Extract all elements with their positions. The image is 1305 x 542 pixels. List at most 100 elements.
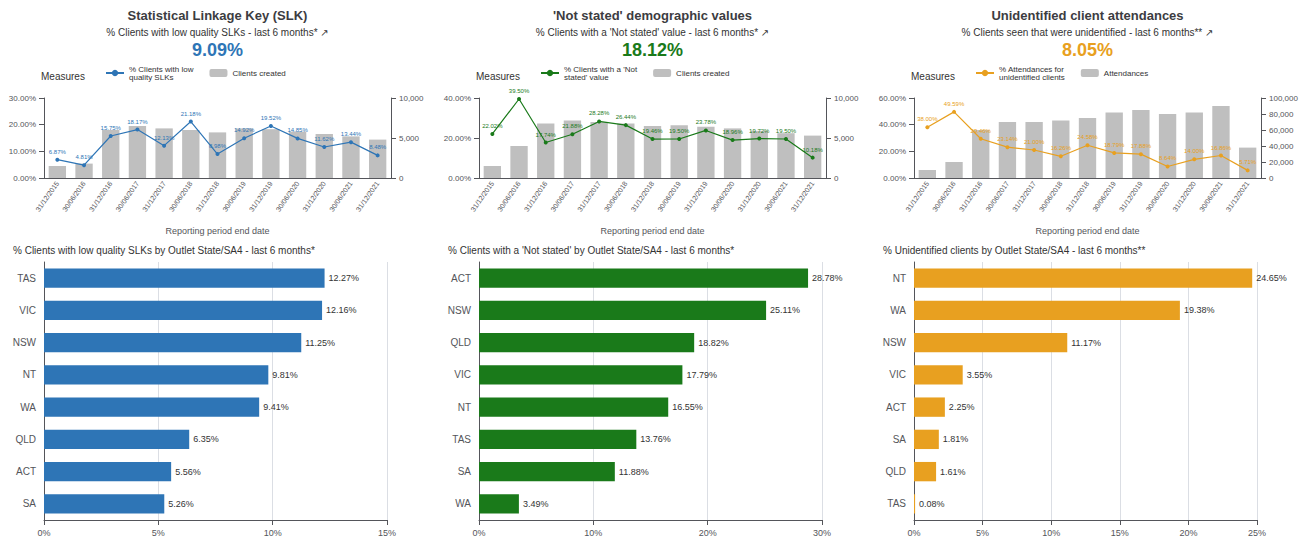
svg-text:NT: NT <box>893 273 906 284</box>
svg-text:TAS: TAS <box>887 498 906 509</box>
svg-text:2.25%: 2.25% <box>949 402 975 412</box>
svg-text:QLD: QLD <box>885 466 906 477</box>
svg-text:31/12/2019: 31/12/2019 <box>1118 180 1144 213</box>
svg-text:ACT: ACT <box>16 466 36 477</box>
svg-text:22.02%: 22.02% <box>482 123 503 129</box>
svg-text:23.78%: 23.78% <box>696 119 717 125</box>
svg-text:NT: NT <box>23 369 36 380</box>
svg-text:Clients created: Clients created <box>676 69 729 78</box>
svg-text:30/06/2017: 30/06/2017 <box>114 180 140 213</box>
svg-text:39.50%: 39.50% <box>509 88 530 94</box>
svg-text:9.09%: 9.09% <box>192 40 243 60</box>
svg-text:Clients created: Clients created <box>232 69 285 78</box>
svg-text:31/12/2016: 31/12/2016 <box>523 180 549 213</box>
svg-text:18.17%: 18.17% <box>127 119 148 125</box>
svg-text:24.65%: 24.65% <box>1256 273 1287 283</box>
svg-text:Measures: Measures <box>476 71 520 82</box>
svg-text:100,000: 100,000 <box>1269 94 1298 103</box>
svg-text:31/12/2015: 31/12/2015 <box>34 180 60 213</box>
svg-text:8.05%: 8.05% <box>1062 40 1113 60</box>
svg-text:WA: WA <box>455 498 471 509</box>
svg-text:17.79%: 17.79% <box>686 370 717 380</box>
svg-text:18.12%: 18.12% <box>622 40 683 60</box>
svg-text:30/06/2021: 30/06/2021 <box>1198 180 1224 213</box>
svg-text:SA: SA <box>893 434 907 445</box>
svg-text:Measures: Measures <box>911 71 955 82</box>
svg-text:8.48%: 8.48% <box>369 144 387 150</box>
svg-text:30/06/2020: 30/06/2020 <box>1145 180 1171 213</box>
svg-text:18.96%: 18.96% <box>722 129 743 135</box>
svg-text:30/06/2021: 30/06/2021 <box>328 180 354 213</box>
svg-text:20.00%: 20.00% <box>444 134 471 143</box>
svg-text:31/12/2018: 31/12/2018 <box>1065 180 1091 213</box>
svg-text:31/12/2016: 31/12/2016 <box>958 180 984 213</box>
svg-text:30/06/2019: 30/06/2019 <box>656 180 682 213</box>
svg-text:16.26%: 16.26% <box>1051 145 1072 151</box>
svg-text:14.00%: 14.00% <box>1184 148 1205 154</box>
svg-text:Unidentified client attendance: Unidentified client attendances <box>991 8 1183 23</box>
svg-text:15.75%: 15.75% <box>101 125 122 131</box>
svg-text:31/12/2015: 31/12/2015 <box>904 180 930 213</box>
svg-text:% Clients with a 'Not stated': % Clients with a 'Not stated' by Outlet … <box>448 245 734 256</box>
svg-text:30.00%: 30.00% <box>9 94 36 103</box>
svg-text:Attendances: Attendances <box>1104 69 1148 78</box>
svg-text:0%: 0% <box>472 528 485 538</box>
svg-text:31/12/2020: 31/12/2020 <box>301 180 327 213</box>
svg-text:24.58%: 24.58% <box>1077 134 1098 140</box>
svg-text:19.50%: 19.50% <box>776 128 797 134</box>
svg-text:10%: 10% <box>264 528 282 538</box>
svg-text:16.86%: 16.86% <box>1211 145 1232 151</box>
svg-text:30/06/2021: 30/06/2021 <box>763 180 789 213</box>
svg-text:5,000: 5,000 <box>399 134 420 143</box>
svg-text:17.74%: 17.74% <box>536 132 557 138</box>
svg-text:30/06/2018: 30/06/2018 <box>1038 180 1064 213</box>
svg-text:19.52%: 19.52% <box>261 115 282 121</box>
svg-text:5.26%: 5.26% <box>168 499 194 509</box>
svg-text:14.92%: 14.92% <box>234 127 255 133</box>
svg-text:49.59%: 49.59% <box>944 101 965 107</box>
svg-text:31/12/2021: 31/12/2021 <box>1225 180 1251 213</box>
svg-text:0: 0 <box>834 174 839 183</box>
svg-text:5.71%: 5.71% <box>1239 159 1257 165</box>
svg-text:21.18%: 21.18% <box>181 111 202 117</box>
svg-text:29.46%: 29.46% <box>971 128 992 134</box>
svg-text:31/12/2015: 31/12/2015 <box>469 180 495 213</box>
svg-text:40,000: 40,000 <box>1269 142 1294 151</box>
svg-text:15%: 15% <box>378 528 396 538</box>
svg-text:80,000: 80,000 <box>1269 110 1294 119</box>
svg-text:20.00%: 20.00% <box>9 120 36 129</box>
svg-text:18.79%: 18.79% <box>1104 142 1125 148</box>
svg-text:30/06/2020: 30/06/2020 <box>710 180 736 213</box>
svg-text:21.88%: 21.88% <box>562 123 583 129</box>
svg-text:8.64%: 8.64% <box>1159 155 1177 161</box>
svg-text:Statistical Linkage Key (SLK): Statistical Linkage Key (SLK) <box>128 8 308 23</box>
svg-text:30/06/2019: 30/06/2019 <box>221 180 247 213</box>
svg-text:1.81%: 1.81% <box>943 434 969 444</box>
svg-text:31/12/2019: 31/12/2019 <box>683 180 709 213</box>
svg-text:20,000: 20,000 <box>1269 158 1294 167</box>
svg-text:31/12/2017: 31/12/2017 <box>576 180 602 213</box>
svg-text:30/06/2020: 30/06/2020 <box>275 180 301 213</box>
svg-text:30/06/2019: 30/06/2019 <box>1091 180 1117 213</box>
svg-text:31/12/2020: 31/12/2020 <box>736 180 762 213</box>
svg-text:60.00%: 60.00% <box>879 94 906 103</box>
svg-text:WA: WA <box>20 402 36 413</box>
svg-text:0%: 0% <box>907 528 920 538</box>
svg-text:% Clients seen that were unide: % Clients seen that were unidentified - … <box>962 27 1214 38</box>
svg-text:30/06/2017: 30/06/2017 <box>984 180 1010 213</box>
svg-text:30/06/2018: 30/06/2018 <box>603 180 629 213</box>
svg-text:40.00%: 40.00% <box>444 94 471 103</box>
svg-text:20%: 20% <box>699 528 717 538</box>
svg-text:10%: 10% <box>1042 528 1060 538</box>
svg-text:40.00%: 40.00% <box>879 120 906 129</box>
svg-text:14.85%: 14.85% <box>287 127 308 133</box>
svg-text:19.46%: 19.46% <box>642 128 663 134</box>
svg-text:6.87%: 6.87% <box>49 149 67 155</box>
svg-text:31/12/2016: 31/12/2016 <box>88 180 114 213</box>
svg-text:30/06/2017: 30/06/2017 <box>549 180 575 213</box>
svg-text:0: 0 <box>1269 174 1274 183</box>
svg-text:31/12/2017: 31/12/2017 <box>141 180 167 213</box>
svg-text:NSW: NSW <box>883 337 907 348</box>
svg-text:31/12/2021: 31/12/2021 <box>355 180 381 213</box>
svg-text:21.00%: 21.00% <box>1024 139 1045 145</box>
